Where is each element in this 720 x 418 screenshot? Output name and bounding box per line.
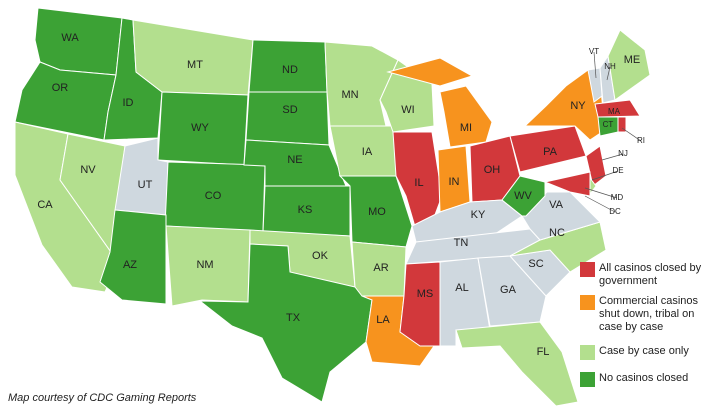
state-shape	[245, 91, 330, 146]
legend-entry: No casinos closed	[580, 372, 720, 387]
state-shape	[543, 171, 591, 197]
leader-line	[584, 195, 616, 213]
state-label: GA	[500, 284, 517, 296]
state-label: NV	[80, 164, 96, 176]
state-shape	[501, 175, 546, 217]
leader-line	[584, 187, 618, 199]
state-shape	[521, 191, 601, 241]
state-label: UT	[138, 179, 153, 191]
state-label: ME	[624, 54, 641, 66]
legend-entry: Case by case only	[580, 345, 720, 360]
state-shape	[386, 57, 474, 87]
state-label: VT	[589, 47, 599, 56]
state-label: DE	[612, 166, 623, 175]
state-label: LA	[376, 314, 390, 326]
state-label: TX	[286, 312, 301, 324]
state-label: OK	[312, 250, 329, 262]
leader-line	[606, 66, 611, 81]
state-label: IL	[414, 177, 423, 189]
state-shape	[132, 19, 254, 96]
legend-swatch	[580, 295, 595, 310]
state-shape	[594, 99, 641, 118]
state-label: NC	[549, 227, 565, 239]
legend-label: Commercial casinos shut down, tribal on …	[599, 295, 699, 333]
state-label: ID	[123, 97, 134, 109]
legend-label: No casinos closed	[599, 372, 689, 384]
state-label: CA	[37, 199, 53, 211]
legend-label: Case by case only	[599, 345, 689, 357]
state-shape	[477, 255, 547, 327]
legend-entry: Commercial casinos shut down, tribal on …	[580, 295, 720, 334]
state-shape	[99, 209, 167, 305]
leader-line	[593, 51, 597, 79]
state-label: TN	[454, 237, 469, 249]
state-label: NH	[604, 62, 616, 71]
state-shape	[165, 225, 251, 307]
state-label: AR	[373, 262, 388, 274]
state-shape	[324, 41, 399, 127]
state-shape	[399, 261, 441, 347]
state-label: PA	[543, 146, 558, 158]
state-label: KY	[471, 209, 486, 221]
state-label: KS	[298, 204, 313, 216]
state-label: SD	[282, 104, 297, 116]
state-label: MD	[611, 193, 624, 202]
state-label: OH	[484, 164, 501, 176]
state-label: MI	[460, 122, 472, 134]
state-label: MO	[368, 206, 386, 218]
leader-line	[591, 170, 619, 181]
state-label: NE	[287, 154, 302, 166]
legend-entry: All casinos closed by government	[580, 262, 720, 288]
state-label: RI	[637, 136, 645, 145]
legend-swatch	[580, 372, 595, 387]
legend-swatch	[580, 262, 595, 277]
state-label: NM	[196, 259, 213, 271]
state-label: WI	[401, 104, 414, 116]
legend-label: All casinos closed by government	[599, 262, 702, 287]
leader-line	[621, 127, 642, 142]
state-label: ND	[282, 64, 298, 76]
state-label: NY	[570, 100, 586, 112]
state-label: SC	[528, 258, 543, 270]
state-label: DC	[609, 207, 621, 216]
state-label: NJ	[618, 149, 628, 158]
state-label: IA	[362, 146, 373, 158]
state-label: WV	[514, 190, 532, 202]
state-label: MS	[417, 288, 434, 300]
state-shape	[198, 243, 373, 403]
state-label: FL	[537, 346, 550, 358]
state-shape	[439, 85, 493, 148]
state-label: OR	[52, 82, 69, 94]
state-label: MN	[341, 89, 358, 101]
state-label: WA	[61, 32, 79, 44]
state-shape	[607, 29, 651, 101]
state-label: AL	[455, 282, 468, 294]
state-label: MT	[187, 59, 203, 71]
state-label: AZ	[123, 259, 137, 271]
legend-swatch	[580, 345, 595, 360]
state-label: VA	[549, 199, 564, 211]
leader-line	[601, 153, 624, 161]
state-label: CO	[205, 190, 222, 202]
state-label: CT	[603, 120, 614, 129]
credit: Map courtesy of CDC Gaming Reports	[8, 392, 197, 404]
state-shape	[585, 145, 607, 187]
state-shape	[455, 321, 579, 407]
state-label: MA	[608, 107, 621, 116]
state-label: IN	[449, 176, 460, 188]
state-label: WY	[191, 122, 209, 134]
state-shape	[617, 116, 627, 133]
